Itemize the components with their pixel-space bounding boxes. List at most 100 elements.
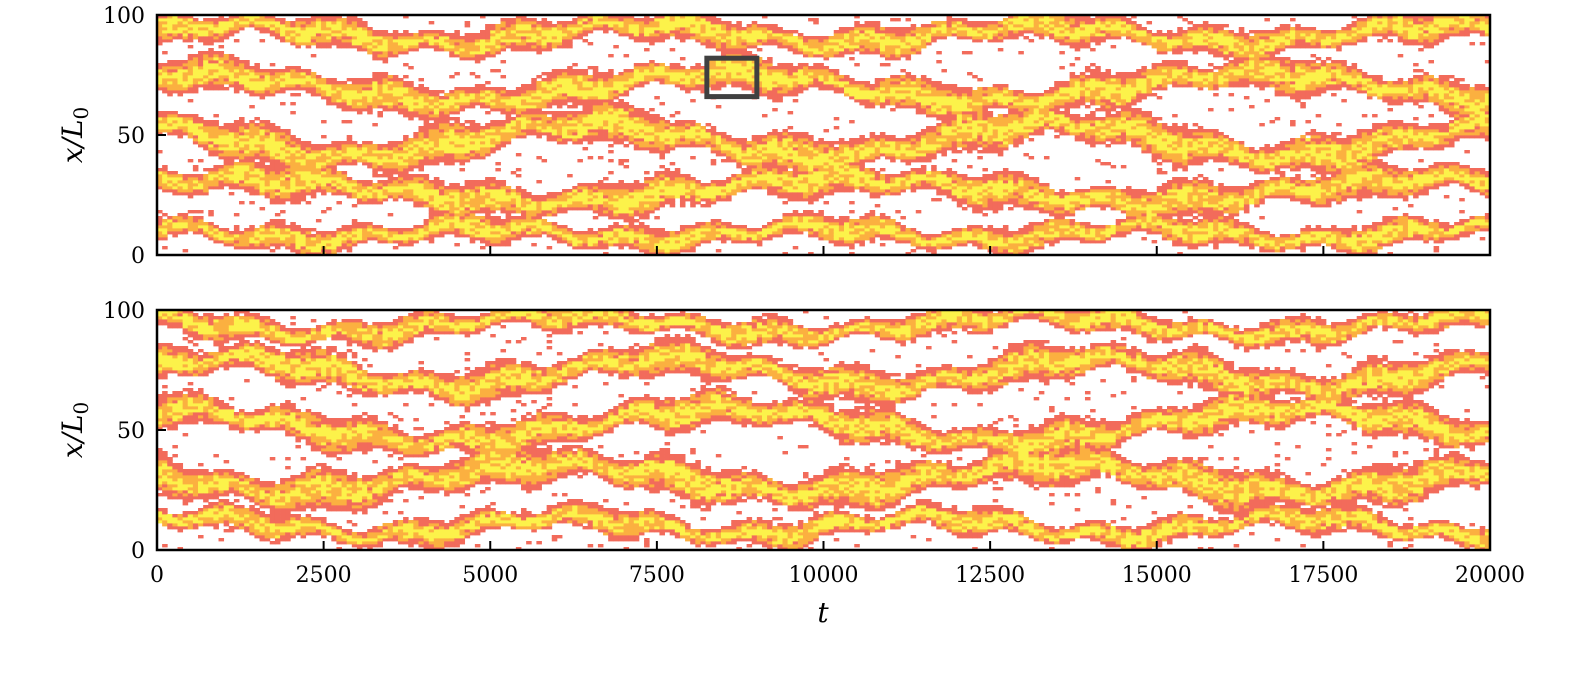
- heatmap-cell: [254, 132, 260, 136]
- heatmap-cell: [295, 138, 301, 142]
- heatmap-cell: [192, 189, 199, 193]
- heatmap-cell: [408, 102, 414, 106]
- heatmap-cell: [346, 180, 353, 184]
- heatmap-cell: [264, 180, 271, 184]
- heatmap-cell: [562, 129, 568, 133]
- heatmap-cell: [198, 84, 204, 88]
- heatmap-cell: [167, 222, 173, 226]
- heatmap-cell: [295, 195, 301, 199]
- heatmap-cell: [392, 141, 399, 145]
- heatmap-cell: [618, 225, 624, 229]
- heatmap-cell: [562, 195, 568, 199]
- heatmap-cell: [387, 174, 394, 178]
- heatmap-cell: [269, 165, 276, 169]
- heatmap-cell: [444, 141, 450, 145]
- heatmap-cell: [449, 231, 455, 235]
- heatmap-cell: [454, 126, 460, 130]
- heatmap-cell: [351, 78, 358, 82]
- heatmap-cell: [233, 171, 240, 175]
- heatmap-cell: [623, 186, 630, 190]
- heatmap-cell: [346, 78, 353, 82]
- heatmap-cell: [372, 78, 378, 82]
- heatmap-cell: [438, 48, 445, 52]
- heatmap-cell: [592, 27, 599, 31]
- heatmap-cell: [382, 159, 389, 163]
- heatmap-cell: [239, 120, 245, 124]
- heatmap-cell: [290, 168, 296, 172]
- heatmap-cell: [408, 237, 414, 241]
- heatmap-cell: [254, 150, 260, 154]
- heatmap-cell: [351, 237, 358, 241]
- heatmap-cell: [567, 237, 573, 241]
- heatmap-cell: [500, 33, 507, 37]
- heatmap-cell: [192, 81, 199, 85]
- heatmap-cell: [480, 39, 486, 43]
- heatmap-cell: [623, 15, 630, 19]
- heatmap-cell: [521, 42, 527, 46]
- heatmap-cell: [280, 231, 286, 235]
- heatmap-cell: [172, 234, 178, 238]
- heatmap-cell: [326, 30, 332, 34]
- heatmap-cell: [392, 51, 399, 55]
- heatmap-cell: [192, 138, 199, 142]
- heatmap-cell: [192, 117, 199, 121]
- heatmap-cell: [490, 243, 496, 247]
- heatmap-cell: [638, 201, 645, 205]
- heatmap-cell: [351, 219, 358, 223]
- heatmap-cell: [541, 21, 548, 25]
- heatmap-cell: [321, 159, 327, 163]
- heatmap-cell: [300, 69, 307, 73]
- heatmap-cell: [582, 183, 589, 187]
- heatmap-cell: [259, 243, 266, 247]
- heatmap-cell: [433, 198, 440, 202]
- heatmap-cell: [239, 234, 245, 238]
- heatmap-cell: [664, 237, 671, 241]
- heatmap-cell: [208, 21, 214, 25]
- heatmap-cell: [346, 144, 353, 148]
- heatmap-cell: [249, 162, 255, 166]
- heatmap-cell: [372, 36, 378, 40]
- heatmap-cell: [454, 99, 460, 103]
- heatmap-cell: [387, 159, 394, 163]
- heatmap-cell: [644, 63, 650, 67]
- heatmap-cell: [649, 66, 655, 70]
- heatmap-cell: [167, 219, 173, 223]
- heatmap-cell: [346, 192, 353, 196]
- heatmap-cell: [597, 243, 604, 247]
- heatmap-cell: [192, 24, 199, 28]
- heatmap-cell: [187, 219, 194, 223]
- heatmap-cell: [603, 177, 609, 181]
- heatmap-cell: [618, 243, 624, 247]
- heatmap-cell: [392, 237, 399, 241]
- heatmap-cell: [167, 36, 173, 40]
- heatmap-cell: [454, 39, 460, 43]
- heatmap-cell: [387, 93, 394, 97]
- heatmap-cell: [618, 246, 624, 250]
- heatmap-cell: [428, 123, 435, 127]
- heatmap-cell: [690, 141, 696, 145]
- heatmap-cell: [285, 150, 291, 154]
- heatmap-cell: [495, 168, 501, 172]
- heatmap-cell: [669, 75, 676, 79]
- heatmap-cell: [167, 117, 173, 121]
- heatmap-cell: [382, 186, 389, 190]
- heatmap-cell: [177, 180, 184, 184]
- heatmap-cell: [669, 243, 676, 247]
- heatmap-cell: [203, 126, 209, 130]
- heatmap-cell: [685, 144, 691, 148]
- heatmap-cell: [239, 24, 245, 28]
- heatmap-cell: [213, 75, 219, 79]
- heatmap-cell: [326, 99, 332, 103]
- heatmap-cell: [397, 165, 404, 169]
- heatmap-cell: [562, 75, 568, 79]
- heatmap-cell: [403, 135, 409, 139]
- heatmap-cell: [521, 135, 527, 139]
- heatmap-cell: [362, 87, 368, 91]
- heatmap-cell: [449, 132, 455, 136]
- heatmap-cell: [546, 195, 553, 199]
- heatmap-cell: [644, 198, 650, 202]
- heatmap-cell: [556, 141, 563, 145]
- heatmap-cell: [428, 207, 435, 211]
- heatmap-cell: [454, 135, 460, 139]
- heatmap-cell: [480, 96, 486, 100]
